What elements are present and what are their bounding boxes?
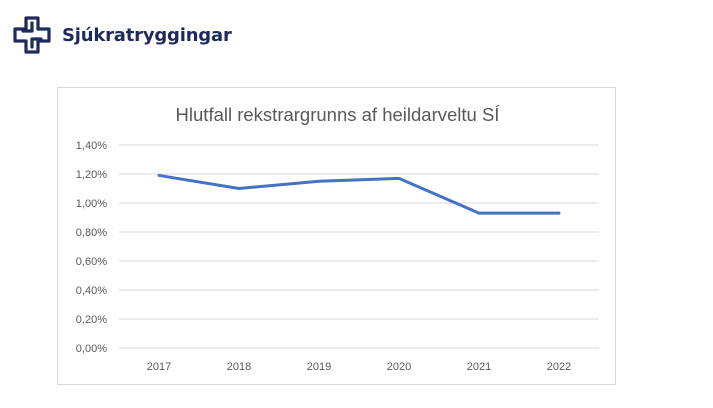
y-tick-label: 0,60% [76, 256, 107, 268]
y-tick-label: 0,00% [76, 343, 107, 355]
y-tick-label: 0,20% [76, 314, 107, 326]
chart-title: Hlutfall rekstrargrunns af heildarveltu … [176, 104, 501, 125]
x-tick-label: 2022 [547, 361, 571, 373]
x-tick-label: 2020 [387, 361, 411, 373]
y-tick-label: 1,20% [76, 169, 107, 181]
x-tick-label: 2017 [147, 361, 171, 373]
y-tick-label: 1,40% [76, 140, 107, 152]
x-axis-tick-labels: 2017 2018 2019 2020 2021 2022 [147, 361, 571, 373]
y-tick-label: 0,40% [76, 285, 107, 297]
series-line [157, 173, 561, 215]
series-layer [157, 173, 561, 215]
chart-container: Hlutfall rekstrargrunns af heildarveltu … [57, 87, 616, 385]
y-tick-label: 1,00% [76, 198, 107, 210]
line-chart: Hlutfall rekstrargrunns af heildarveltu … [76, 104, 599, 373]
x-tick-label: 2021 [467, 361, 491, 373]
x-tick-label: 2018 [227, 361, 251, 373]
y-axis-tick-labels: 0,00% 0,20% 0,40% 0,60% 0,80% 1,00% 1,20% 1,40% [76, 140, 107, 355]
brand-header: Sjúkratryggingar [12, 15, 232, 55]
x-tick-label: 2019 [307, 361, 331, 373]
y-tick-label: 0,80% [76, 227, 107, 239]
cross-logo-icon [13, 16, 51, 54]
gridlines [119, 144, 599, 349]
brand-name: Sjúkratryggingar [62, 24, 232, 46]
